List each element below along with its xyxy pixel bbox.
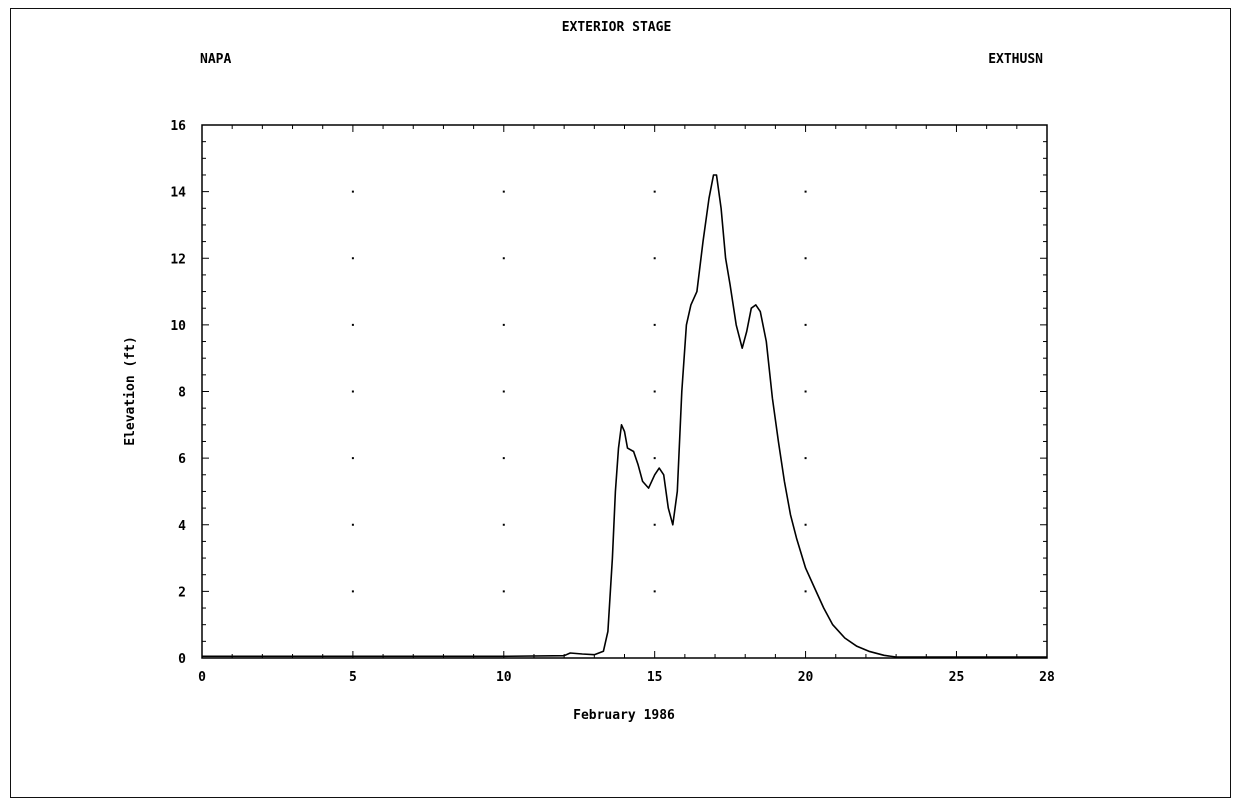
grid-dot — [804, 323, 807, 326]
grid-dot — [804, 257, 807, 260]
grid-dot — [351, 323, 354, 326]
y-tick-labels: 0 2 4 6 8 10 12 14 16 — [170, 119, 186, 667]
grid-dots — [351, 190, 807, 593]
grid-dot — [351, 457, 354, 460]
grid-dot — [502, 323, 505, 326]
tick-marks — [201, 124, 1048, 659]
grid-dot — [502, 257, 505, 260]
grid-dot — [351, 390, 354, 393]
grid-dot — [804, 390, 807, 393]
x-tick-label: 0 — [198, 670, 206, 685]
grid-dot — [351, 257, 354, 260]
y-tick-label: 6 — [178, 452, 186, 467]
location-label: NAPA — [200, 52, 232, 67]
y-tick-label: 16 — [170, 119, 186, 134]
grid-dot — [502, 523, 505, 526]
grid-dot — [502, 457, 505, 460]
x-tick-label: 5 — [349, 670, 357, 685]
y-tick-label: 14 — [170, 186, 186, 201]
x-tick-label: 10 — [496, 670, 512, 685]
grid-dot — [653, 523, 656, 526]
grid-dot — [502, 190, 505, 193]
grid-dot — [502, 590, 505, 593]
y-tick-label: 4 — [178, 519, 186, 534]
grid-dot — [804, 457, 807, 460]
x-tick-label: 15 — [647, 670, 663, 685]
grid-dot — [804, 190, 807, 193]
grid-dot — [653, 323, 656, 326]
grid-dot — [351, 590, 354, 593]
x-tick-label: 25 — [949, 670, 965, 685]
y-tick-label: 8 — [178, 386, 186, 401]
grid-dot — [653, 390, 656, 393]
y-axis-label: Elevation (ft) — [123, 336, 138, 446]
y-tick-label: 0 — [178, 652, 186, 667]
chart-title: EXTERIOR STAGE — [561, 20, 672, 35]
x-tick-label: 28 — [1039, 670, 1055, 685]
y-tick-label: 12 — [170, 252, 186, 267]
station-label: EXTHUSN — [988, 52, 1043, 67]
grid-dot — [804, 590, 807, 593]
chart-frame — [10, 8, 1231, 798]
grid-dot — [653, 257, 656, 260]
plot-area-border — [201, 124, 1048, 659]
grid-dot — [351, 523, 354, 526]
grid-dot — [653, 457, 656, 460]
x-axis-label: February 1986 — [573, 708, 675, 723]
series-line-elevation — [202, 174, 1047, 658]
grid-dot — [804, 523, 807, 526]
y-tick-label: 10 — [170, 319, 186, 334]
grid-dot — [653, 190, 656, 193]
y-tick-label: 2 — [178, 585, 186, 600]
grid-dot — [653, 590, 656, 593]
x-tick-labels: 0 5 10 15 20 25 28 — [198, 670, 1055, 685]
grid-dot — [351, 190, 354, 193]
x-tick-label: 20 — [798, 670, 814, 685]
grid-dot — [502, 390, 505, 393]
